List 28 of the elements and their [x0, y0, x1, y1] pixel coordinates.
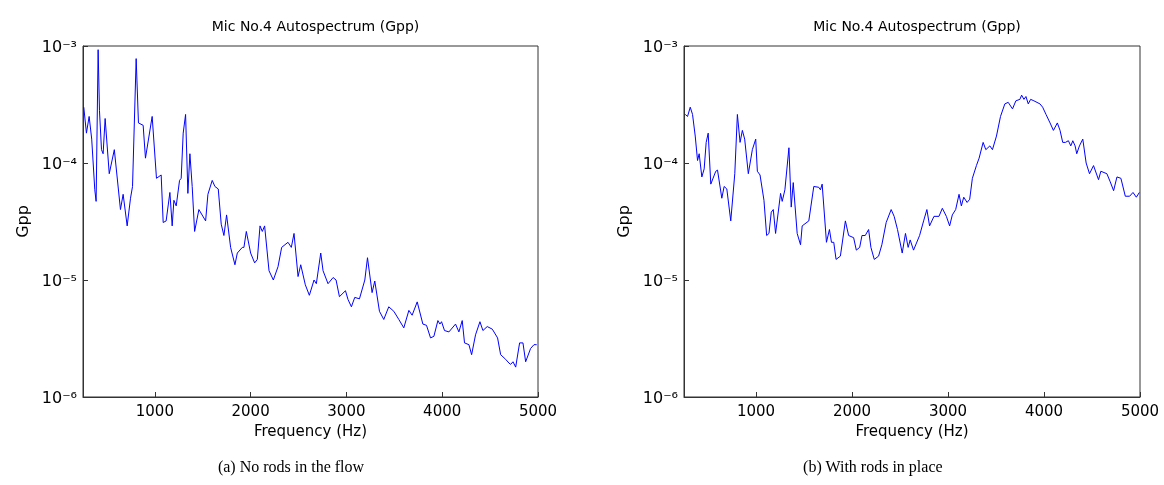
x-axis-title: Frequency (Hz) [253, 421, 368, 440]
x-tick-label: 4000 [1024, 401, 1064, 420]
x-tick-label: 2000 [832, 401, 872, 420]
y-tick-label: 10⁻⁵ [642, 270, 678, 290]
y-tick-label: 10⁻⁴ [41, 153, 77, 173]
y-tick-label: 10⁻⁶ [41, 387, 77, 407]
x-tick-label: 4000 [423, 401, 462, 420]
y-tick-label: 10⁻⁴ [642, 153, 678, 173]
text: (b) With rods in place [803, 457, 943, 476]
x-axis-title: Frequency (Hz) [855, 421, 969, 440]
x-tick-label: 1000 [736, 401, 776, 420]
x-tick-label: 2000 [231, 401, 270, 420]
x-tick-label: 3000 [928, 401, 968, 420]
line-series [83, 49, 538, 368]
chart-title: Mic No.4 Autospectrum (Gpp) [211, 18, 420, 34]
y-tick-label: 10⁻³ [642, 36, 678, 56]
chart-title: Mic No.4 Autospectrum (Gpp) [813, 18, 1021, 34]
x-tick-label: 3000 [327, 401, 366, 420]
x-tick-label: 5000 [1120, 401, 1160, 420]
y-tick-label: 10⁻⁶ [642, 387, 678, 407]
text: (a) No rods in the flow [217, 457, 365, 476]
x-tick-label: 5000 [518, 401, 558, 420]
y-tick-label: 10⁻³ [41, 36, 77, 56]
y-axis-title: Gpp [13, 205, 33, 238]
y-tick-label: 10⁻⁵ [41, 270, 77, 290]
y-axis-title: Gpp [614, 205, 634, 238]
line-series [684, 94, 1140, 260]
x-tick-label: 1000 [135, 401, 174, 420]
